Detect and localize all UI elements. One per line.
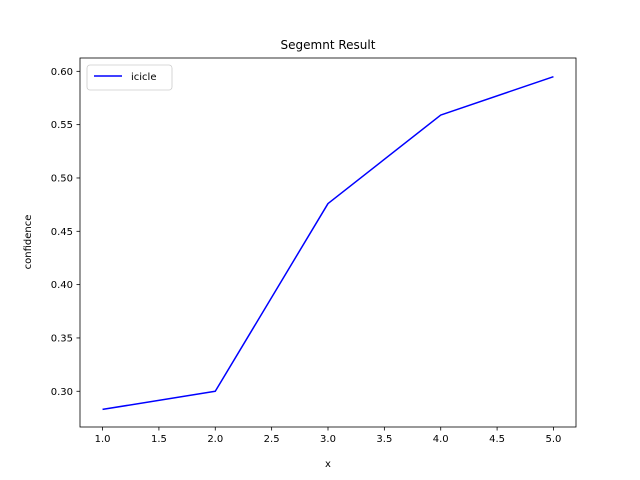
legend-box	[86, 64, 173, 91]
series-layer	[102, 75, 554, 411]
x-tick-label: 4.0	[433, 434, 449, 445]
y-tick-label: 0.45	[51, 227, 73, 238]
axes-frame	[79, 57, 577, 428]
x-tick-label: 1.5	[151, 434, 167, 445]
y-axis-label: confidence	[23, 215, 34, 270]
y-tick-label: 0.30	[51, 387, 73, 398]
y-tick-label: 0.35	[51, 333, 73, 344]
x-tick-label: 5.0	[546, 434, 562, 445]
y-axis-ticks: 0.30 0.35 0.40 0.45 0.50 0.55 0.60	[51, 67, 80, 398]
y-tick-label: 0.40	[51, 280, 73, 291]
x-axis-ticks: 1.0 1.5 2.0 2.5 3.0 3.5 4.0 4.5 5.0	[95, 427, 562, 445]
legend: icicle	[86, 64, 173, 91]
y-tick-label: 0.55	[51, 120, 73, 131]
plot-area	[79, 57, 577, 428]
legend-label: icicle	[131, 72, 156, 83]
x-tick-label: 3.5	[376, 434, 392, 445]
x-tick-label: 3.0	[320, 434, 336, 445]
y-tick-label: 0.60	[51, 67, 73, 78]
chart-title: Segemnt Result	[281, 38, 376, 52]
x-tick-label: 2.0	[207, 434, 223, 445]
x-axis-label: x	[325, 459, 331, 470]
y-tick-label: 0.50	[51, 173, 73, 184]
series-line-icicle	[102, 75, 554, 411]
x-tick-label: 4.5	[489, 434, 505, 445]
x-tick-label: 1.0	[95, 434, 111, 445]
x-tick-label: 2.5	[264, 434, 280, 445]
